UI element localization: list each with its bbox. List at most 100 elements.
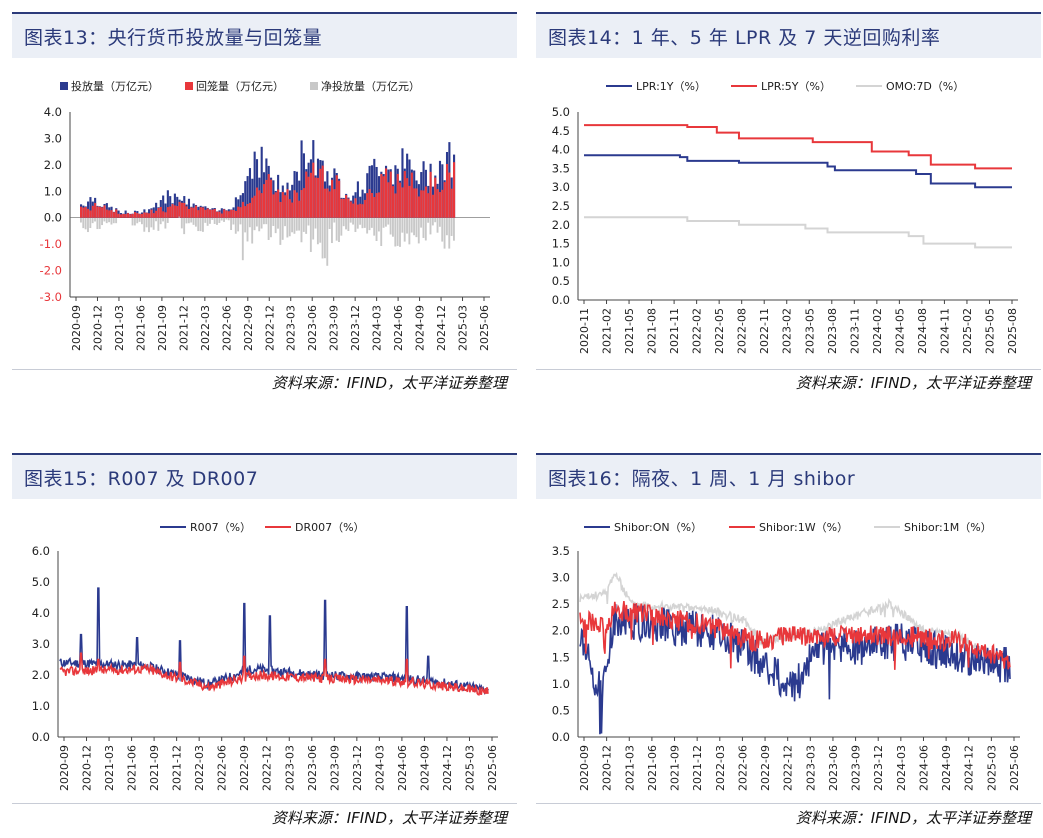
net-injection-bar [140, 217, 143, 225]
y-tick-label: 3.5 [552, 544, 570, 558]
withdrawal-bar [133, 212, 137, 218]
source-divider [536, 803, 1041, 804]
withdrawal-bar [159, 206, 162, 218]
net-injection-bar [84, 217, 87, 230]
withdrawal-bar [162, 211, 165, 218]
net-injection-bar [377, 217, 380, 232]
x-tick-label: 2021-11 [668, 308, 681, 354]
net-injection-bar [354, 217, 357, 232]
withdrawal-bar [340, 198, 343, 218]
net-injection-bar [375, 217, 378, 242]
withdrawal-bar [333, 189, 336, 218]
net-injection-bar [91, 217, 94, 224]
withdrawal-bar [399, 182, 402, 218]
net-injection-bar [225, 217, 228, 220]
injection-bar [375, 166, 378, 218]
x-tick-label: 2025-03 [457, 305, 470, 351]
net-injection-bar [340, 217, 343, 236]
net-injection-bar [331, 217, 333, 244]
withdrawal-bar [424, 186, 427, 218]
net-injection-bar [180, 217, 183, 229]
withdrawal-bar [316, 177, 320, 218]
net-injection-bar [112, 217, 115, 224]
net-injection-bar [352, 217, 355, 225]
net-injection-bar [255, 217, 258, 227]
net-injection-bar [94, 217, 96, 222]
withdrawal-bar [406, 178, 409, 218]
net-injection-bar [138, 217, 141, 222]
withdrawal-bar [246, 203, 249, 218]
x-tick-label: 2024-03 [371, 305, 384, 351]
x-tick-label: 2023-03 [283, 745, 296, 791]
net-injection-bar [284, 217, 286, 227]
x-tick-label: 2022-05 [713, 308, 726, 354]
net-injection-bar [345, 217, 347, 230]
legend-label: 回笼量（万亿元） [196, 79, 284, 93]
source-divider [536, 369, 1041, 370]
injection-bar [370, 165, 374, 218]
net-injection-bar [274, 217, 277, 234]
net-injection-bar [384, 217, 387, 227]
x-tick-label: 2021-03 [623, 745, 636, 791]
withdrawal-bar [218, 211, 221, 218]
net-injection-bar [260, 217, 263, 229]
withdrawal-bar [298, 200, 301, 218]
net-injection-bar [237, 217, 240, 232]
series-line [59, 587, 489, 695]
net-injection-bar [223, 217, 225, 222]
net-injection-bar [267, 217, 270, 240]
injection-bar [187, 198, 191, 218]
net-injection-bar [448, 217, 451, 249]
legend-swatch [185, 82, 193, 90]
withdrawal-bar [244, 206, 247, 218]
withdrawal-bar [110, 210, 113, 218]
withdrawal-bar [267, 174, 270, 218]
x-tick-label: 2021-09 [148, 745, 161, 791]
x-tick-label: 2024-12 [441, 745, 454, 791]
withdrawal-bar [265, 179, 268, 218]
y-tick-label: 0.5 [552, 703, 570, 717]
withdrawal-bar [450, 188, 453, 218]
x-tick-label: 2022-09 [759, 745, 772, 791]
net-injection-bar [265, 217, 268, 225]
net-injection-bar [399, 217, 401, 247]
withdrawal-bar [197, 210, 200, 218]
source-note: 资料来源：IFIND，太平洋证券整理 [271, 374, 507, 392]
withdrawal-bar [277, 189, 280, 218]
withdrawal-bar [152, 213, 155, 218]
withdrawal-bar [180, 202, 183, 218]
net-injection-bar [436, 217, 439, 233]
legend-label: 净投放量（万亿元） [321, 79, 420, 93]
x-tick-label: 2020-11 [578, 308, 591, 354]
panel-title: 图表13：央行货币投放量与回笼量 [24, 27, 323, 49]
injection-bar [300, 140, 303, 218]
legend-label: R007（%） [190, 521, 251, 534]
withdrawal-bar [84, 207, 87, 218]
withdrawal-bar [284, 195, 287, 218]
net-injection-bar [431, 217, 434, 226]
net-injection-bar [347, 217, 350, 231]
withdrawal-bar [312, 162, 315, 218]
chart-panel-15: 图表15：R007 及 DR007 R007（%） DR007（%） 6.0 5.0 4… [12, 453, 517, 838]
injection-bar [166, 190, 169, 218]
panel-title: 图表16：隔夜、1 周、1 月 shibor [548, 468, 856, 490]
y-tick-label: 1.0 [552, 255, 570, 269]
y-tick-label: 1.5 [552, 237, 570, 251]
chart-13-svg: 投放量（万亿元） 回笼量（万亿元） 净投放量（万亿元） 4.0 3.0 2.0 1.0 0.0… [40, 79, 491, 351]
withdrawal-bar [237, 206, 240, 218]
net-injection-bar [218, 217, 221, 223]
x-tick-label: 2023-06 [306, 745, 319, 791]
x-tick-label: 2020-09 [578, 745, 591, 791]
net-injection-bar [248, 217, 251, 228]
withdrawal-bar [387, 182, 390, 218]
net-injection-bar [333, 217, 336, 223]
y-tick-label: 0.0 [552, 293, 570, 307]
net-injection-bar [438, 217, 441, 227]
x-tick-label: 2023-09 [328, 305, 341, 351]
withdrawal-bar [373, 196, 376, 218]
withdrawal-bar [401, 187, 404, 218]
net-injection-bar [401, 217, 404, 233]
net-injection-bar [89, 217, 92, 229]
net-injection-bar [185, 217, 188, 224]
withdrawal-bar [255, 187, 259, 218]
